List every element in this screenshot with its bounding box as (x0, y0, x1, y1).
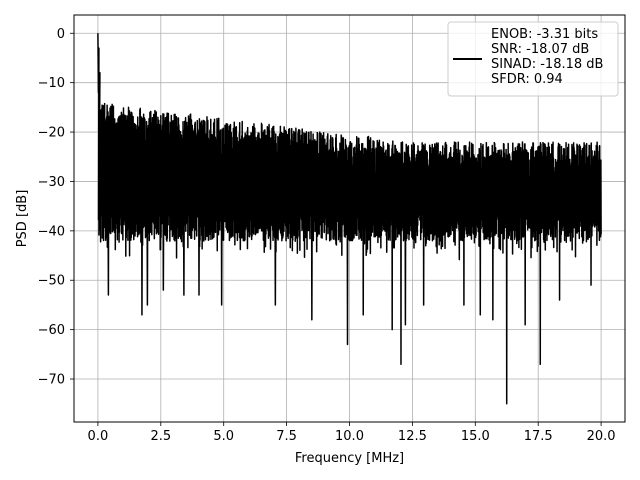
x-tick-label: 2.5 (150, 429, 171, 444)
y-axis-label: PSD [dB] (15, 190, 30, 248)
y-tick-label: −70 (38, 373, 65, 388)
x-tick-label: 7.5 (276, 429, 297, 444)
legend-line-snr: SNR: -18.07 dB (491, 42, 589, 57)
legend: ENOB: -3.31 bits SNR: -18.07 dB SINAD: -… (447, 21, 619, 97)
y-tick-label: −30 (38, 175, 65, 190)
x-tick-label: 10.0 (335, 429, 364, 444)
legend-line-sinad: SINAD: -18.18 dB (491, 57, 603, 72)
legend-box (447, 21, 619, 97)
y-axis: 0 −10 −20 −30 −40 −50 −60 −70 (38, 27, 74, 388)
x-tick-label: 0.0 (88, 429, 109, 444)
x-axis-label: Frequency [MHz] (295, 451, 404, 466)
x-axis: 0.0 2.5 5.0 7.5 10.0 12.5 15.0 17.5 20.0 (88, 422, 616, 444)
y-tick-label: −40 (38, 224, 65, 239)
y-tick-label: −60 (38, 323, 65, 338)
series-layer (97, 33, 602, 405)
y-tick-label: −50 (38, 274, 65, 289)
x-tick-label: 12.5 (398, 429, 427, 444)
x-tick-label: 15.0 (461, 429, 490, 444)
y-tick-label: −10 (38, 76, 65, 91)
legend-line-sfdr: SFDR: 0.94 (491, 72, 563, 87)
psd-series-line (97, 33, 602, 405)
x-tick-label: 5.0 (213, 429, 234, 444)
legend-line-enob: ENOB: -3.31 bits (491, 27, 598, 42)
x-tick-label: 17.5 (524, 429, 553, 444)
x-tick-label: 20.0 (587, 429, 616, 444)
y-tick-label: −20 (38, 126, 65, 141)
y-tick-label: 0 (57, 27, 65, 42)
